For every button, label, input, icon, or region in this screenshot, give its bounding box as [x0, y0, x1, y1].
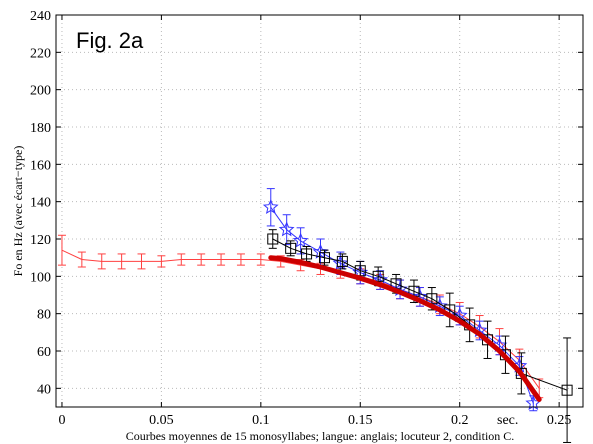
series-layer: [57, 188, 573, 443]
y-tick-label: 180: [30, 121, 51, 136]
y-tick-label: 100: [30, 270, 51, 285]
square-point: [285, 242, 297, 254]
error-bar: [57, 234, 66, 266]
grid: [56, 14, 583, 407]
x-tick-label: 0.2: [451, 413, 469, 428]
plot-area: [56, 15, 583, 407]
error-bar: [197, 253, 206, 266]
x-tick-label: 0.1: [252, 413, 270, 428]
error-bar: [137, 253, 146, 270]
error-bar: [97, 253, 106, 270]
error-bar: [268, 229, 277, 249]
x-tick-label: 0.15: [348, 413, 373, 428]
x-tick-label: 0.25: [547, 413, 572, 428]
y-tick-label: 40: [37, 382, 51, 397]
plot-frame: [55, 14, 584, 408]
figure-annotation: Fig. 2a: [76, 28, 144, 53]
series-3: [268, 255, 542, 402]
error-bar: [157, 255, 166, 268]
error-bar: [256, 253, 265, 266]
square-point: [336, 255, 348, 267]
x-tick-label: 0: [58, 413, 65, 428]
y-tick-label: 220: [30, 46, 51, 61]
y-tick-label: 200: [30, 84, 51, 99]
x-unit-label: sec.: [497, 413, 518, 428]
y-tick-label: 80: [37, 308, 51, 323]
square-point: [561, 384, 573, 396]
error-bar: [117, 253, 126, 270]
star-point: [262, 199, 279, 214]
y-tick-label: 160: [30, 158, 51, 173]
error-bar: [563, 337, 572, 443]
square-point: [267, 233, 279, 245]
error-bar: [296, 227, 305, 255]
error-bar: [266, 188, 275, 227]
star-point: [278, 221, 295, 237]
y-tick-label: 240: [30, 9, 51, 24]
error-bar: [236, 253, 245, 266]
y-tick-label: 60: [37, 345, 51, 360]
y-tick-label: 140: [30, 196, 51, 211]
y-tick-label: 120: [30, 233, 51, 248]
series-line: [268, 255, 542, 402]
square-point: [372, 270, 384, 282]
ticks: 0 0.05 0.1 0.15 0.2 0.25 40 60 80 100 120 140 160 180…: [30, 9, 583, 428]
x-axis-label: Courbes moyennes de 15 monosyllabes; lan…: [126, 429, 515, 443]
star-point: [292, 232, 309, 248]
error-bar: [445, 292, 454, 328]
y-axis-label: Fo en Hz (avec écart−type): [11, 146, 25, 277]
square-point: [318, 252, 330, 264]
error-bar: [177, 253, 186, 266]
square-point: [301, 248, 313, 260]
error-bar: [217, 253, 226, 266]
x-tick-label: 0.05: [149, 413, 174, 428]
error-bar: [77, 251, 86, 268]
